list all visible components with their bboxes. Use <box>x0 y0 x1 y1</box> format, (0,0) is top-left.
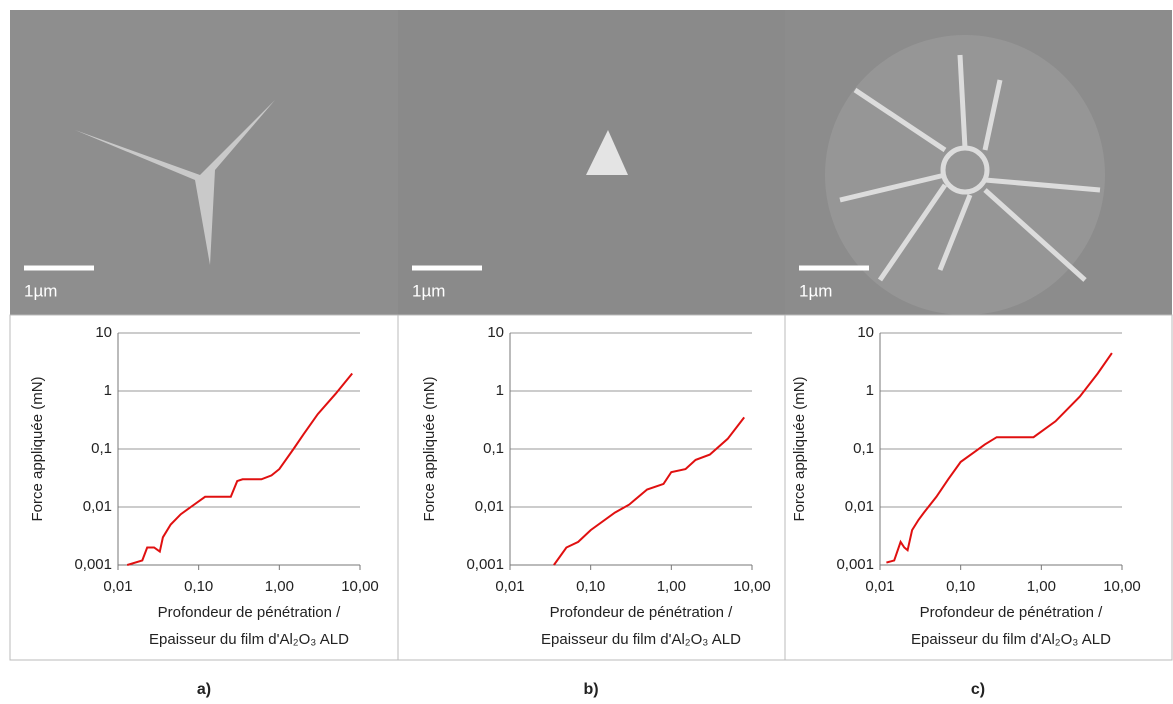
scale-bar-label: 1µm <box>24 281 57 300</box>
scale-bar-label: 1µm <box>799 281 832 300</box>
data-line <box>553 416 745 566</box>
x-tick-label: 1,00 <box>265 578 294 595</box>
data-line <box>886 352 1113 564</box>
crater <box>825 35 1105 315</box>
x-axis-title: Epaisseur du film d'Al₂O₃ ALD <box>911 631 1111 648</box>
x-tick-label: 1,00 <box>657 578 686 595</box>
panel-label: b) <box>583 681 598 698</box>
y-tick-label: 1 <box>496 382 504 399</box>
sem-image <box>10 10 398 315</box>
x-axis-title: Epaisseur du film d'Al₂O₃ ALD <box>149 631 349 648</box>
panel-frames <box>9 314 1173 661</box>
y-tick-label: 0,1 <box>853 440 874 457</box>
x-tick-label: 0,01 <box>495 578 524 595</box>
y-tick-label: 0,1 <box>91 440 112 457</box>
x-axis-title: Epaisseur du film d'Al₂O₃ ALD <box>541 631 741 648</box>
crack-pattern <box>586 130 628 175</box>
y-axis-title: Force appliquée (mN) <box>421 376 438 521</box>
y-tick-label: 1 <box>104 382 112 399</box>
y-axis-title: Force appliquée (mN) <box>791 376 808 521</box>
sem-image <box>398 10 785 315</box>
x-axis-title: Profondeur de pénétration / <box>550 604 733 621</box>
panel-label: c) <box>971 681 985 698</box>
y-tick-label: 1 <box>866 382 874 399</box>
y-tick-label: 10 <box>95 324 112 341</box>
x-tick-label: 0,10 <box>946 578 975 595</box>
data-line <box>126 372 353 566</box>
x-tick-label: 1,00 <box>1027 578 1056 595</box>
sem-images <box>10 10 1172 315</box>
y-tick-label: 0,01 <box>845 498 874 515</box>
x-tick-label: 10,00 <box>733 578 771 595</box>
scale-bar-label: 1µm <box>412 281 445 300</box>
x-tick-label: 10,00 <box>1103 578 1141 595</box>
y-tick-label: 0,01 <box>475 498 504 515</box>
y-axis-title: Force appliquée (mN) <box>29 376 46 521</box>
x-tick-label: 0,10 <box>184 578 213 595</box>
panel-label: a) <box>197 681 211 698</box>
x-tick-label: 10,00 <box>341 578 379 595</box>
y-tick-label: 10 <box>857 324 874 341</box>
y-tick-label: 0,001 <box>466 556 504 573</box>
x-tick-label: 0,01 <box>103 578 132 595</box>
x-tick-label: 0,10 <box>576 578 605 595</box>
y-tick-label: 0,001 <box>74 556 112 573</box>
crack-pattern <box>839 54 1101 282</box>
x-axis-title: Profondeur de pénétration / <box>920 604 1103 621</box>
y-tick-label: 0,01 <box>83 498 112 515</box>
y-tick-label: 10 <box>487 324 504 341</box>
y-tick-label: 0,1 <box>483 440 504 457</box>
x-tick-label: 0,01 <box>865 578 894 595</box>
y-tick-label: 0,001 <box>836 556 874 573</box>
x-axis-title: Profondeur de pénétration / <box>158 604 341 621</box>
